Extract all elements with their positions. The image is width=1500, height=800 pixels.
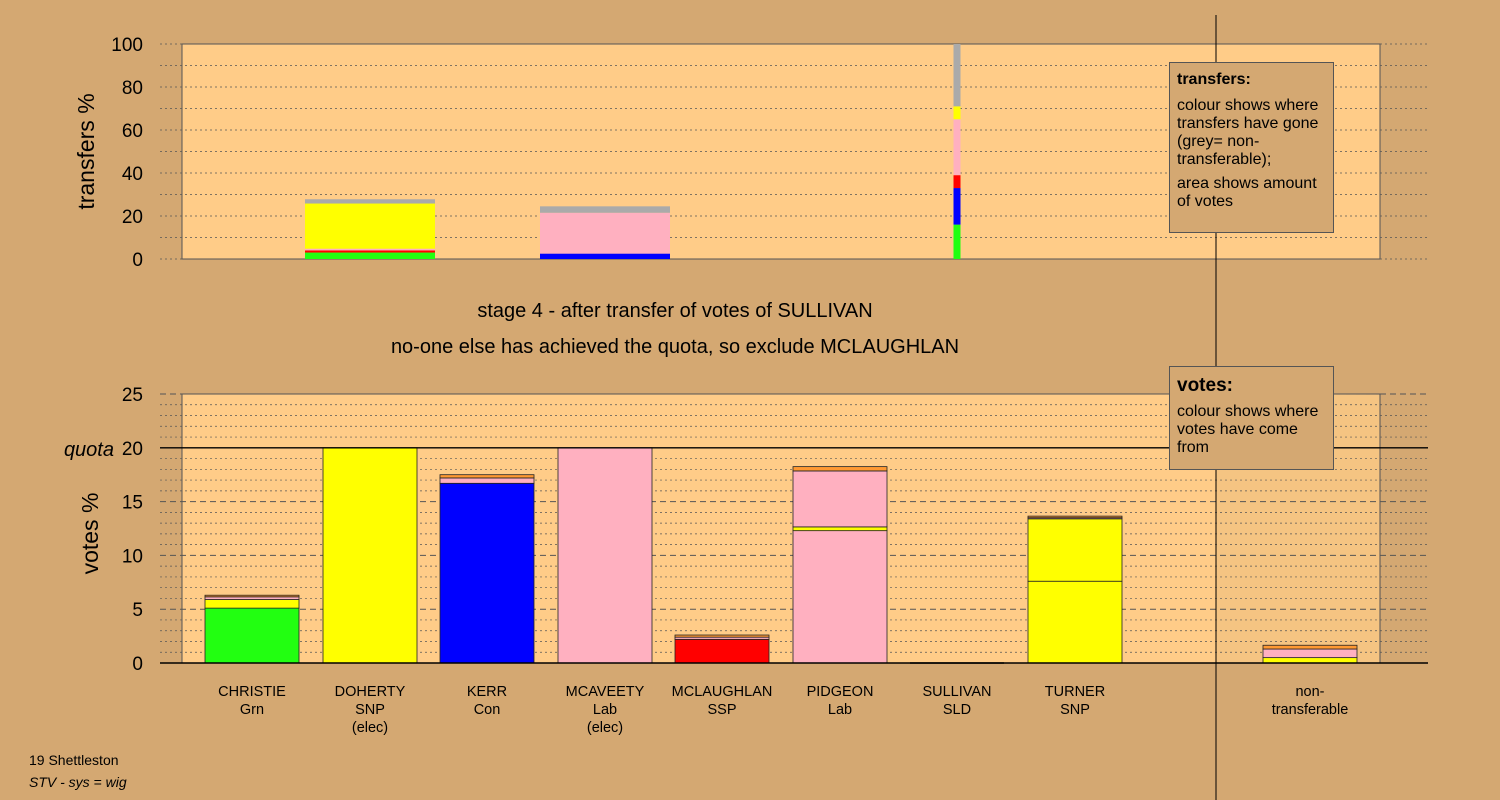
votes-legend: votes: colour shows where votes have com… (1169, 366, 1334, 470)
transfers-tick-label: 80 (122, 78, 143, 99)
votes-tick-label: 25 (122, 385, 143, 406)
transfer-segment-sullivan (953, 106, 961, 120)
system-label: STV - sys = wig (29, 774, 127, 790)
category-label-non-transferable: non- (1295, 684, 1324, 700)
category-label-doherty: (elec) (352, 720, 388, 736)
stage-caption: stage 4 - after transfer of votes of SUL… (477, 300, 873, 322)
transfers-legend-title: transfers: (1177, 71, 1251, 88)
category-label-sullivan: SULLIVAN (922, 684, 991, 700)
transfer-segment-sullivan (953, 44, 961, 107)
votes-tick-label: 15 (122, 493, 143, 514)
vote-segment-pidgeon (792, 526, 888, 532)
category-label-pidgeon: Lab (828, 702, 852, 718)
vote-segment-non-transferable (1262, 657, 1358, 664)
vote-segment-mclaughlan (674, 634, 770, 638)
vote-segment-pidgeon (792, 470, 888, 528)
category-label-mcaveety: MCAVEETY (566, 684, 645, 700)
vote-segment-christie (204, 596, 300, 600)
category-label-pidgeon: PIDGEON (807, 684, 874, 700)
transfers-tick-label: 40 (122, 164, 143, 185)
category-label-non-transferable: transferable (1272, 702, 1349, 718)
vote-segment-christie (204, 594, 300, 598)
transfers-legend: transfers: colour shows where transfers … (1169, 62, 1334, 233)
votes-tick-label: 10 (122, 546, 143, 567)
transfer-segment-sullivan (953, 224, 961, 259)
category-label-mcaveety: (elec) (587, 720, 623, 736)
transfer-segment-kerr (540, 206, 670, 213)
transfers-ylabel: transfers % (73, 93, 99, 209)
category-label-doherty: DOHERTY (335, 684, 406, 700)
transfer-segment-christie (305, 248, 435, 251)
votes-ylabel: votes % (77, 493, 103, 575)
transfers-tick-label: 100 (111, 35, 143, 56)
transfer-segment-kerr (540, 253, 670, 259)
vote-segment-kerr (439, 477, 535, 484)
vote-segment-turner (1027, 515, 1123, 519)
vote-segment-mcaveety (557, 447, 653, 664)
decision-caption: no-one else has achieved the quota, so e… (390, 336, 960, 358)
category-label-sullivan: SLD (943, 702, 971, 718)
category-label-mclaughlan: SSP (707, 702, 736, 718)
vote-segment-pidgeon (792, 466, 888, 472)
category-label-doherty: SNP (355, 702, 385, 718)
vote-segment-non-transferable (1262, 644, 1358, 650)
vote-segment-christie (204, 607, 300, 664)
vote-segment-doherty (322, 447, 418, 664)
transfer-segment-christie (305, 252, 435, 259)
category-label-christie: Grn (240, 702, 264, 718)
transfers-tick-label: 0 (132, 250, 143, 271)
vote-segment-kerr (439, 474, 535, 479)
vote-segment-turner (1027, 518, 1123, 582)
transfers-tick-label: 60 (122, 121, 143, 142)
category-label-turner: SNP (1060, 702, 1090, 718)
transfers-legend-line1: colour shows where transfers have gone (… (1177, 97, 1319, 168)
votes-tick-label: 20 (122, 439, 143, 460)
vote-segment-turner (1027, 580, 1123, 664)
transfer-segment-christie (305, 250, 435, 253)
category-label-christie: CHRISTIE (218, 684, 286, 700)
transfers-tick-label: 20 (122, 207, 143, 228)
vote-segment-mclaughlan (674, 638, 770, 664)
transfer-segment-sullivan (953, 188, 961, 225)
quota-label: quota (64, 439, 114, 461)
vote-segment-christie (204, 599, 300, 609)
vote-segment-pidgeon (792, 530, 888, 664)
votes-legend-line1: colour shows where votes have come from (1177, 403, 1319, 456)
transfer-segment-christie (305, 203, 435, 249)
transfers-legend-line2: area shows amount of votes (1177, 175, 1317, 210)
category-label-kerr: Con (474, 702, 501, 718)
votes-tick-label: 5 (132, 600, 143, 621)
transfer-segment-sullivan (953, 119, 961, 176)
vote-segment-non-transferable (1262, 648, 1358, 659)
transfer-segment-sullivan (953, 175, 961, 189)
constituency-label: 19 Shettleston (29, 752, 119, 768)
transfer-segment-christie (305, 199, 435, 204)
votes-legend-title: votes: (1177, 375, 1233, 396)
category-label-mcaveety: Lab (593, 702, 617, 718)
category-label-kerr: KERR (467, 684, 507, 700)
category-label-turner: TURNER (1045, 684, 1105, 700)
category-label-mclaughlan: MCLAUGHLAN (672, 684, 773, 700)
transfer-segment-kerr (540, 212, 670, 254)
vote-segment-kerr (439, 482, 535, 664)
votes-tick-label: 0 (132, 654, 143, 675)
